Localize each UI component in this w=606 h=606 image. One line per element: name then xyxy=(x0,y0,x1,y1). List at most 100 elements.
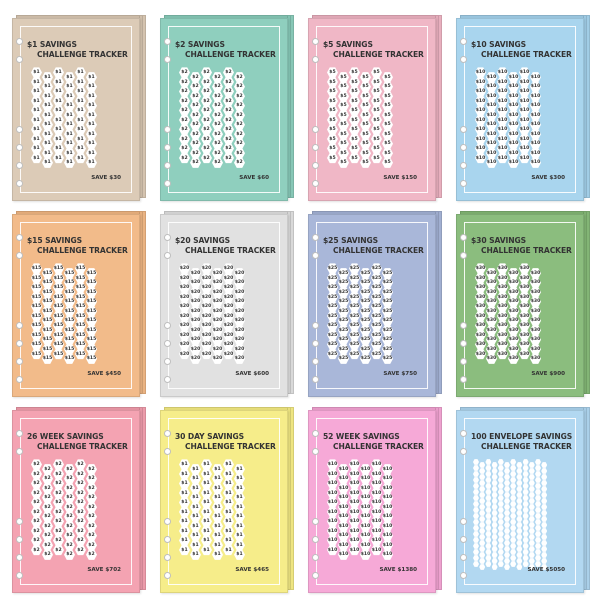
savings-hexagon[interactable]: $10 xyxy=(508,148,519,159)
savings-hexagon[interactable] xyxy=(491,540,498,546)
savings-hexagon[interactable]: $5 xyxy=(382,72,393,83)
savings-hexagon[interactable] xyxy=(510,525,517,531)
savings-hexagon[interactable]: $25 xyxy=(327,301,338,312)
savings-hexagon[interactable] xyxy=(473,495,479,501)
savings-hexagon[interactable] xyxy=(497,543,504,549)
savings-hexagon[interactable]: $1 xyxy=(234,502,245,513)
savings-hexagon[interactable]: $2 xyxy=(64,492,75,503)
savings-hexagon[interactable]: $25 xyxy=(360,334,371,345)
savings-hexagon[interactable]: $1 xyxy=(234,530,245,541)
savings-hexagon[interactable] xyxy=(479,522,486,528)
savings-hexagon[interactable]: $10 xyxy=(475,67,486,78)
savings-hexagon[interactable]: $2 xyxy=(53,459,64,470)
savings-hexagon[interactable]: $1 xyxy=(234,540,245,551)
savings-hexagon[interactable] xyxy=(510,513,517,519)
savings-hexagon[interactable]: $10 xyxy=(519,67,530,78)
savings-hexagon[interactable]: $2 xyxy=(179,95,190,107)
savings-hexagon[interactable]: $10 xyxy=(486,119,497,130)
savings-hexagon[interactable]: $2 xyxy=(190,119,201,130)
savings-hexagon[interactable]: $30 xyxy=(530,277,541,288)
savings-hexagon[interactable]: $1 xyxy=(64,81,75,92)
savings-hexagon[interactable] xyxy=(522,507,529,513)
savings-hexagon[interactable]: $2 xyxy=(201,76,212,88)
savings-hexagon[interactable] xyxy=(473,483,479,489)
savings-hexagon[interactable] xyxy=(485,477,492,483)
savings-hexagon[interactable]: $10 xyxy=(530,157,541,168)
savings-hexagon[interactable]: $2 xyxy=(42,549,53,560)
savings-hexagon[interactable]: $2 xyxy=(86,502,97,513)
savings-hexagon[interactable] xyxy=(479,546,486,552)
savings-hexagon[interactable]: $5 xyxy=(338,157,349,168)
savings-hexagon[interactable]: $5 xyxy=(360,119,371,130)
savings-hexagon[interactable] xyxy=(516,558,523,564)
savings-hexagon[interactable]: $30 xyxy=(486,268,497,279)
savings-hexagon[interactable]: $2 xyxy=(179,124,190,135)
savings-hexagon[interactable] xyxy=(504,468,510,474)
savings-hexagon[interactable] xyxy=(479,462,486,468)
savings-hexagon[interactable]: $15 xyxy=(86,325,97,336)
savings-hexagon[interactable]: $2 xyxy=(223,124,234,135)
savings-hexagon[interactable]: $1 xyxy=(190,473,201,484)
savings-hexagon[interactable]: $5 xyxy=(349,143,360,154)
savings-hexagon[interactable]: $20 xyxy=(223,272,234,284)
savings-hexagon[interactable]: $5 xyxy=(371,105,382,116)
savings-hexagon[interactable] xyxy=(479,540,486,546)
savings-hexagon[interactable]: $25 xyxy=(338,306,349,317)
savings-hexagon[interactable] xyxy=(528,510,535,516)
savings-hexagon[interactable]: $20 xyxy=(201,291,212,303)
savings-hexagon[interactable]: $30 xyxy=(486,306,497,317)
savings-hexagon[interactable]: $20 xyxy=(234,334,245,345)
savings-hexagon[interactable]: $2 xyxy=(75,459,86,470)
savings-hexagon[interactable]: $20 xyxy=(190,353,201,364)
savings-hexagon[interactable]: $15 xyxy=(53,263,64,274)
savings-hexagon[interactable]: $15 xyxy=(75,329,86,341)
savings-hexagon[interactable]: $1 xyxy=(42,157,53,168)
savings-hexagon[interactable]: $15 xyxy=(31,301,42,312)
savings-hexagon[interactable]: $2 xyxy=(64,530,75,541)
savings-hexagon[interactable]: $30 xyxy=(486,315,497,326)
savings-hexagon[interactable] xyxy=(473,555,479,561)
savings-hexagon[interactable]: $2 xyxy=(53,544,64,556)
savings-hexagon[interactable] xyxy=(522,561,529,567)
savings-hexagon[interactable] xyxy=(473,507,479,513)
savings-hexagon[interactable]: $2 xyxy=(234,100,245,111)
savings-hexagon[interactable]: $10 xyxy=(349,468,360,480)
savings-hexagon[interactable] xyxy=(497,477,504,483)
savings-hexagon[interactable]: $5 xyxy=(382,138,393,149)
savings-hexagon[interactable]: $5 xyxy=(327,86,338,97)
savings-hexagon[interactable]: $2 xyxy=(31,544,42,556)
savings-hexagon[interactable]: $10 xyxy=(382,521,393,532)
savings-hexagon[interactable]: $2 xyxy=(53,535,64,546)
savings-hexagon[interactable]: $2 xyxy=(31,497,42,508)
savings-hexagon[interactable] xyxy=(510,477,517,483)
savings-hexagon[interactable] xyxy=(535,489,541,495)
savings-hexagon[interactable]: $10 xyxy=(519,124,530,135)
savings-hexagon[interactable]: $30 xyxy=(497,329,508,341)
savings-hexagon[interactable]: $1 xyxy=(42,72,53,83)
savings-hexagon[interactable]: $10 xyxy=(508,110,519,121)
savings-hexagon[interactable]: $20 xyxy=(212,296,223,307)
savings-hexagon[interactable]: $10 xyxy=(486,148,497,159)
savings-hexagon[interactable]: $2 xyxy=(212,119,223,130)
savings-hexagon[interactable]: $30 xyxy=(508,353,519,364)
savings-hexagon[interactable] xyxy=(522,549,529,555)
savings-hexagon[interactable] xyxy=(504,516,510,522)
savings-hexagon[interactable]: $2 xyxy=(31,535,42,546)
savings-hexagon[interactable]: $1 xyxy=(64,110,75,121)
savings-hexagon[interactable]: $2 xyxy=(75,506,86,518)
savings-hexagon[interactable]: $1 xyxy=(201,487,212,499)
savings-hexagon[interactable]: $2 xyxy=(42,521,53,532)
savings-hexagon[interactable]: $1 xyxy=(212,549,223,560)
savings-hexagon[interactable]: $1 xyxy=(64,72,75,83)
savings-hexagon[interactable]: $25 xyxy=(382,296,393,307)
savings-hexagon[interactable] xyxy=(473,549,479,555)
savings-hexagon[interactable] xyxy=(528,492,535,498)
savings-hexagon[interactable]: $30 xyxy=(519,272,530,284)
savings-hexagon[interactable]: $30 xyxy=(519,282,530,293)
savings-hexagon[interactable]: $2 xyxy=(75,468,86,480)
savings-hexagon[interactable] xyxy=(504,498,510,504)
savings-hexagon[interactable]: $5 xyxy=(349,105,360,116)
savings-hexagon[interactable]: $25 xyxy=(349,329,360,341)
savings-hexagon[interactable] xyxy=(491,492,498,498)
savings-hexagon[interactable]: $1 xyxy=(179,544,190,556)
